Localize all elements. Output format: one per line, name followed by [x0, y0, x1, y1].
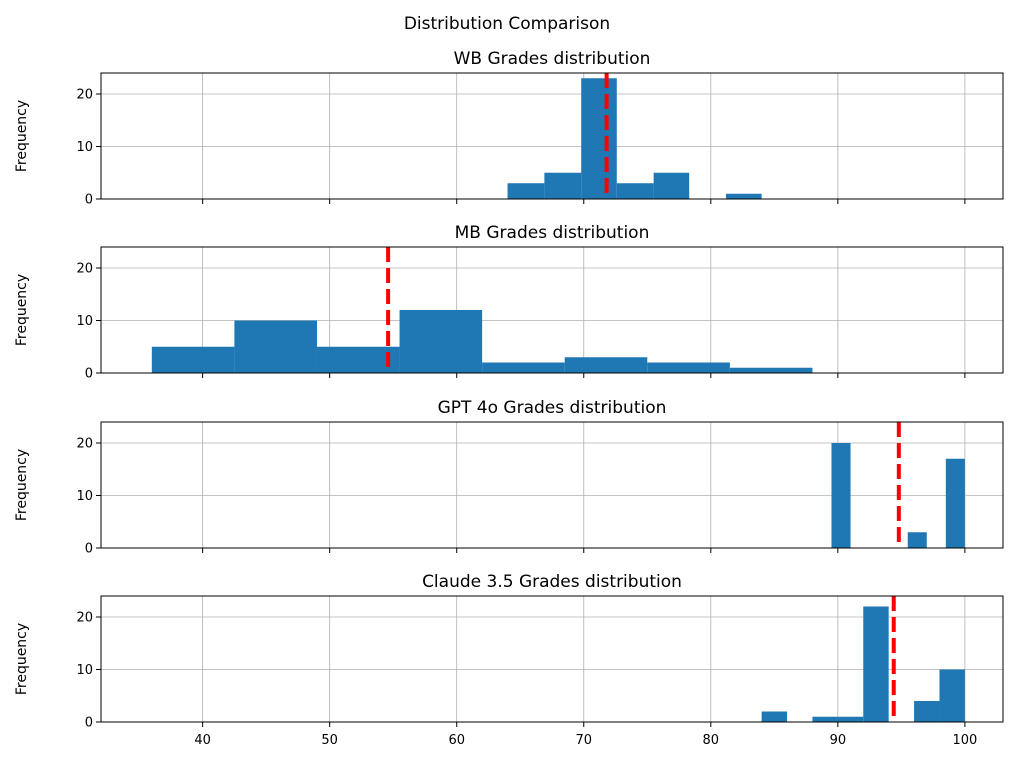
y-axis-label: Frequency [14, 449, 30, 521]
histogram-bar [914, 701, 940, 722]
y-axis-label: Frequency [14, 274, 30, 346]
panel-title: MB Grades distribution [455, 223, 650, 243]
histogram-bar [907, 532, 927, 548]
y-tick-label: 0 [85, 367, 93, 382]
panel-1: MB Grades distribution 0 10 20 Frequency [14, 223, 1004, 382]
histogram-bar [863, 606, 889, 722]
figure-suptitle: Distribution Comparison [404, 14, 610, 34]
histogram-bar [544, 172, 582, 199]
histogram-bar [234, 320, 317, 373]
y-tick-label: 0 [85, 716, 93, 731]
histogram-bar [581, 78, 617, 199]
x-tick-label: 40 [194, 733, 211, 748]
y-tick-label: 20 [76, 611, 93, 626]
panel-title: GPT 4o Grades distribution [438, 398, 667, 418]
histogram-bar [939, 669, 965, 722]
histogram-bar [399, 310, 483, 373]
histogram-bar [945, 458, 965, 548]
histogram-bar [564, 357, 648, 373]
axes-frame [100, 72, 1004, 200]
y-axis-label: Frequency [14, 100, 30, 172]
y-tick-label: 10 [76, 663, 93, 678]
histogram-bar [647, 362, 730, 373]
panel-3: Claude 3.5 Grades distribution 0 10 20 Frequ… [14, 572, 1004, 731]
histogram-bar [812, 716, 838, 722]
histogram-bar [831, 443, 851, 548]
shared-x-axis: 40 50 60 70 80 90 100 [194, 733, 977, 748]
y-tick-label: 10 [76, 489, 93, 504]
x-tick-label: 50 [321, 733, 338, 748]
axes-frame [100, 421, 1004, 549]
histogram-bar [316, 346, 400, 373]
histogram-bar [653, 172, 690, 199]
x-tick-label: 80 [703, 733, 720, 748]
y-tick-label: 10 [76, 314, 93, 329]
x-tick-label: 60 [448, 733, 465, 748]
axes-frame [100, 246, 1004, 374]
panel-title: WB Grades distribution [454, 49, 651, 69]
axes-frame [100, 595, 1004, 723]
histogram-bar [507, 183, 545, 199]
y-tick-label: 20 [76, 437, 93, 452]
histogram-bar [729, 367, 813, 373]
histogram-bar [616, 183, 654, 199]
y-tick-label: 0 [85, 193, 93, 208]
y-tick-label: 0 [85, 542, 93, 557]
y-axis-label: Frequency [14, 623, 30, 695]
panel-2: GPT 4o Grades distribution 0 10 20 Frequency [14, 398, 1004, 557]
histogram-bar [726, 193, 762, 199]
histogram-bar [837, 716, 864, 722]
y-tick-label: 20 [76, 262, 93, 277]
x-tick-label: 70 [575, 733, 592, 748]
histogram-bar [151, 346, 235, 373]
panel-title: Claude 3.5 Grades distribution [422, 572, 682, 592]
panel-0: WB Grades distribution 0 10 20 Frequency [14, 49, 1004, 208]
y-tick-label: 20 [76, 88, 93, 103]
x-tick-label: 90 [830, 733, 847, 748]
y-tick-label: 10 [76, 140, 93, 155]
histogram-bar [482, 362, 565, 373]
histogram-bar [761, 711, 788, 722]
x-tick-label: 100 [952, 733, 977, 748]
